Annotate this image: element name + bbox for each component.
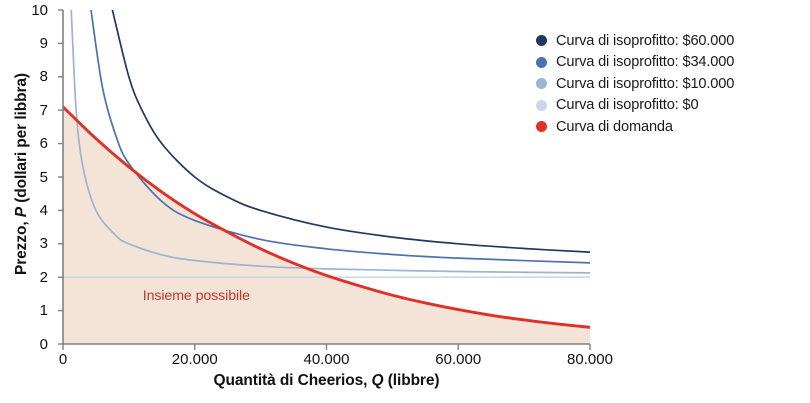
legend-item-4[interactable]: Curva di domanda: [536, 116, 734, 138]
legend-marker-icon: [536, 35, 547, 47]
y-tick-8: 8: [39, 68, 48, 86]
legend-marker-icon: [536, 78, 547, 90]
x-tick-0: 0: [58, 351, 68, 368]
legend-marker-icon: [536, 121, 547, 133]
legend-item-2[interactable]: Curva di isoprofitto: $10.000: [536, 73, 734, 95]
isoprofit-curve-34000: [90, 10, 590, 264]
x-tick-40.000: 40.000: [303, 351, 350, 368]
x-axis-label-post: (libbre): [383, 372, 440, 389]
x-axis-label: Quantità di Cheerios, Q (libbre): [63, 372, 590, 390]
feasible-set-region: [63, 106, 590, 344]
x-tick-20.000: 20.000: [171, 351, 218, 368]
legend-label: Curva di domanda: [556, 118, 673, 135]
y-tick-3: 3: [39, 235, 48, 253]
y-tick-9: 9: [39, 34, 48, 52]
y-tick-0: 0: [39, 335, 48, 353]
y-tick-6: 6: [39, 135, 48, 153]
legend-label: Curva di isoprofitto: $10.000: [556, 75, 735, 92]
isoprofit-curve-10000: [70, 10, 590, 274]
y-tick-5: 5: [39, 168, 48, 186]
x-tick-80.000: 80.000: [567, 351, 613, 368]
legend-item-3[interactable]: Curva di isoprofitto: $0: [536, 95, 734, 117]
y-tick-7: 7: [39, 101, 48, 119]
legend-label: Curva di isoprofitto: $0: [556, 97, 699, 114]
demand-curve: [63, 105, 590, 329]
legend-item-1[interactable]: Curva di isoprofitto: $34.000: [536, 52, 734, 74]
y-tick-1: 1: [39, 302, 48, 320]
isoprofit-curve-60000: [111, 10, 590, 253]
y-tick-10: 10: [31, 1, 48, 19]
x-axis-label-symbol: Q: [371, 372, 384, 389]
y-tick-4: 4: [39, 201, 48, 219]
legend-label: Curva di isoprofitto: $34.000: [556, 54, 735, 71]
x-axis-label-pre: Quantità di Cheerios,: [213, 372, 372, 389]
clipped-series-group: [63, 10, 590, 344]
x-tick-60.000: 60.000: [435, 351, 482, 368]
legend-marker-icon: [536, 56, 547, 68]
legend-label: Curva di isoprofitto: $60.000: [556, 32, 735, 49]
legend-item-0[interactable]: Curva di isoprofitto: $60.000: [536, 30, 734, 52]
legend-marker-icon: [536, 99, 547, 111]
y-tick-2: 2: [39, 268, 48, 286]
feasible-set-annotation: Insieme possibile: [142, 287, 250, 304]
chart-legend: Curva di isoprofitto: $60.000 Curva di is…: [536, 30, 734, 138]
